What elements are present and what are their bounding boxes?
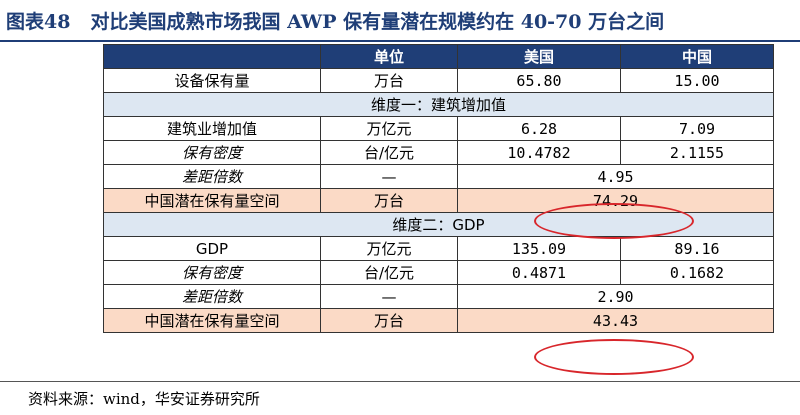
- row-merged-value: 43.43: [457, 308, 774, 333]
- row-label: 差距倍数: [103, 164, 321, 189]
- source-note: 资料来源：wind，华安证券研究所: [28, 390, 260, 408]
- row-merged-value: 2.90: [457, 284, 774, 309]
- row-label: 设备保有量: [103, 68, 321, 93]
- row-label: 建筑业增加值: [103, 116, 321, 141]
- table-row-gap-2: 差距倍数 — 2.90: [103, 284, 774, 309]
- row-unit: 万亿元: [320, 236, 458, 261]
- table-row-fleet: 设备保有量 万台 65.80 15.00: [103, 68, 774, 93]
- section-title-1: 维度一：建筑增加值: [103, 92, 774, 117]
- figure-caption: 对比美国成熟市场我国 AWP 保有量潜在规模约在 40-70 万台之间: [90, 10, 665, 33]
- row-unit: 万台: [320, 188, 458, 213]
- row-label: 保有密度: [103, 260, 321, 285]
- row-us-value: 6.28: [457, 116, 621, 141]
- row-merged-value: 4.95: [457, 164, 774, 189]
- title-divider: [0, 40, 800, 42]
- table-row-gap-1: 差距倍数 — 4.95: [103, 164, 774, 189]
- row-unit: —: [320, 164, 458, 189]
- row-us-value: 65.80: [457, 68, 621, 93]
- header-cell-unit: 单位: [320, 44, 458, 69]
- row-label: 保有密度: [103, 140, 321, 165]
- table-row-potential-2: 中国潜在保有量空间 万台 43.43: [103, 308, 774, 333]
- row-us-value: 135.09: [457, 236, 621, 261]
- figure-number: 图表48: [6, 10, 71, 33]
- row-us-value: 0.4871: [457, 260, 621, 285]
- row-label: 差距倍数: [103, 284, 321, 309]
- row-cn-value: 89.16: [620, 236, 774, 261]
- row-cn-value: 7.09: [620, 116, 774, 141]
- table-row-potential-1: 中国潜在保有量空间 万台 74.29: [103, 188, 774, 213]
- header-cell-us: 美国: [457, 44, 621, 69]
- comparison-table: 单位 美国 中国 设备保有量 万台 65.80 15.00 维度一：建筑增加值 …: [103, 44, 774, 333]
- table-header-row: 单位 美国 中国: [103, 44, 774, 69]
- row-unit: —: [320, 284, 458, 309]
- highlight-circle-2: [534, 339, 694, 375]
- row-unit: 台/亿元: [320, 140, 458, 165]
- row-cn-value: 0.1682: [620, 260, 774, 285]
- row-cn-value: 15.00: [620, 68, 774, 93]
- figure-title: 图表48 对比美国成熟市场我国 AWP 保有量潜在规模约在 40-70 万台之间: [6, 2, 796, 38]
- table-row-value-added: 建筑业增加值 万亿元 6.28 7.09: [103, 116, 774, 141]
- row-cn-value: 2.1155: [620, 140, 774, 165]
- section-row-2: 维度二：GDP: [103, 212, 774, 237]
- section-row-1: 维度一：建筑增加值: [103, 92, 774, 117]
- table-row-gdp: GDP 万亿元 135.09 89.16: [103, 236, 774, 261]
- row-unit: 万台: [320, 308, 458, 333]
- row-label: 中国潜在保有量空间: [103, 188, 321, 213]
- header-cell-empty: [103, 44, 321, 69]
- row-unit: 万台: [320, 68, 458, 93]
- table-row-density-2: 保有密度 台/亿元 0.4871 0.1682: [103, 260, 774, 285]
- row-merged-value: 74.29: [457, 188, 774, 213]
- row-label: GDP: [103, 236, 321, 261]
- row-unit: 台/亿元: [320, 260, 458, 285]
- header-cell-cn: 中国: [620, 44, 774, 69]
- bottom-divider: [0, 381, 800, 382]
- row-label: 中国潜在保有量空间: [103, 308, 321, 333]
- table-row-density-1: 保有密度 台/亿元 10.4782 2.1155: [103, 140, 774, 165]
- row-us-value: 10.4782: [457, 140, 621, 165]
- row-unit: 万亿元: [320, 116, 458, 141]
- section-title-2: 维度二：GDP: [103, 212, 774, 237]
